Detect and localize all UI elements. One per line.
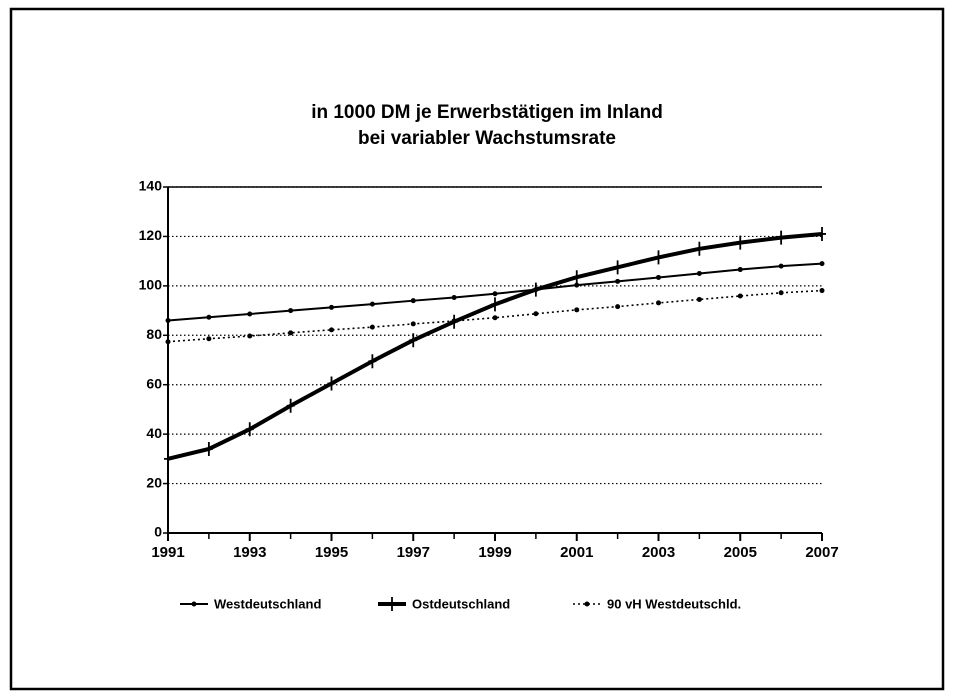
point-marker <box>492 291 498 297</box>
point-marker <box>245 422 254 437</box>
chart-subtitle: bei variabler Wachstumsrate <box>358 128 616 149</box>
point-marker <box>695 241 704 256</box>
x-tick-label: 1991 <box>151 544 184 561</box>
y-tick-label: 100 <box>139 277 163 293</box>
x-tick-label: 1993 <box>233 544 266 561</box>
point-marker <box>329 327 334 333</box>
point-marker <box>206 314 212 320</box>
point-marker <box>696 296 702 302</box>
legend-marker <box>191 601 197 607</box>
x-tick-label: 2001 <box>560 544 593 561</box>
point-marker <box>492 315 498 321</box>
point-marker <box>327 376 336 391</box>
page-frame <box>9 7 945 691</box>
point-marker <box>654 250 663 265</box>
point-marker <box>615 304 621 310</box>
point-marker <box>204 441 213 456</box>
y-tick-label: 40 <box>146 425 162 441</box>
y-tick-label: 0 <box>154 524 162 540</box>
y-tick-label: 80 <box>146 326 162 342</box>
point-marker <box>737 293 743 299</box>
legend-marker <box>584 601 590 607</box>
point-marker <box>819 288 825 294</box>
y-tick-label: 120 <box>139 227 163 243</box>
point-marker <box>451 294 457 300</box>
series-line <box>167 231 823 461</box>
point-marker <box>818 226 826 241</box>
y-tick-label: 140 <box>139 178 163 194</box>
point-marker <box>819 261 825 267</box>
point-marker <box>288 308 294 314</box>
x-tick-label: 2003 <box>642 544 675 561</box>
point-marker <box>572 270 581 285</box>
point-marker <box>777 230 786 245</box>
point-marker <box>165 317 171 323</box>
point-marker <box>247 333 253 339</box>
point-marker <box>329 304 334 310</box>
point-marker <box>369 324 375 330</box>
point-marker <box>368 354 377 369</box>
x-tick-label: 1995 <box>315 544 348 561</box>
point-marker <box>165 339 171 345</box>
point-marker <box>491 297 499 312</box>
point-marker <box>574 307 580 313</box>
point-marker <box>288 330 294 336</box>
x-tick-label: 1999 <box>478 544 511 561</box>
point-marker <box>410 321 416 327</box>
point-marker <box>164 451 172 466</box>
x-tick-label: 2005 <box>724 544 757 561</box>
legend-label: Ostdeutschland <box>412 596 510 611</box>
point-marker <box>737 267 743 273</box>
point-marker <box>615 278 621 284</box>
point-marker <box>410 298 416 304</box>
point-marker <box>286 398 295 413</box>
x-tick-label: 2007 <box>805 544 838 561</box>
chart-title: in 1000 DM je Erwerbstätigen im Inland <box>311 102 663 123</box>
point-marker <box>369 301 375 307</box>
point-marker <box>247 311 253 317</box>
point-marker <box>778 263 784 269</box>
point-marker <box>696 271 702 276</box>
x-tick-label: 1997 <box>397 544 430 561</box>
point-marker <box>533 311 539 317</box>
point-marker <box>613 260 622 275</box>
legend-marker <box>388 597 396 611</box>
point-marker <box>451 318 457 324</box>
y-tick-label: 20 <box>146 474 162 490</box>
legend-label: 90 vH Westdeutschld. <box>607 596 741 611</box>
point-marker <box>574 282 580 288</box>
y-tick-label: 60 <box>146 375 162 391</box>
point-marker <box>656 274 661 280</box>
point-marker <box>206 336 212 342</box>
point-marker <box>409 333 418 348</box>
point-marker <box>736 235 745 250</box>
legend-label: Westdeutschland <box>214 596 321 611</box>
point-marker <box>656 300 661 306</box>
point-marker <box>531 282 540 297</box>
series-line <box>167 289 823 343</box>
point-marker <box>778 290 784 296</box>
